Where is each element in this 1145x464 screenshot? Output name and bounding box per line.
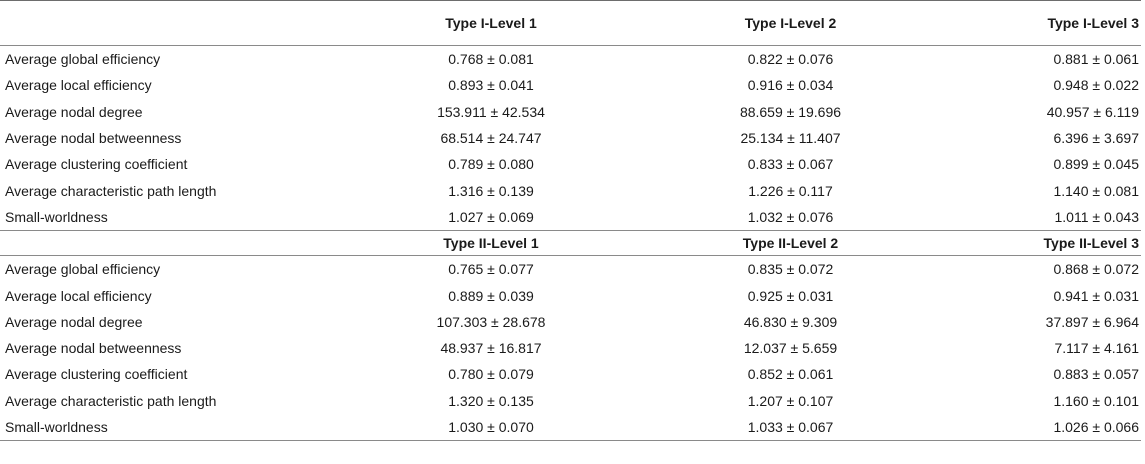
- cell-value: 37.897 ± 6.964: [1045, 313, 1139, 330]
- table-row: Average characteristic path length 1.316…: [0, 177, 1141, 203]
- cell-value: 0.868 ± 0.072: [1053, 261, 1139, 278]
- cell-value: 7.117 ± 4.161: [1054, 340, 1140, 357]
- cell-value: 1.027 ± 0.069: [448, 208, 534, 225]
- table-row: Average clustering coefficient 0.780 ± 0…: [0, 361, 1141, 387]
- cell-value: 0.948 ± 0.022: [1053, 77, 1139, 94]
- cell-value: 6.396 ± 3.697: [1053, 130, 1139, 147]
- cell-value: 1.026 ± 0.066: [933, 413, 1141, 442]
- cell-value: 0.916 ± 0.034: [747, 77, 834, 94]
- row-label: Average local efficiency: [5, 287, 152, 304]
- row-label: Average nodal degree: [5, 103, 143, 120]
- table-row: Average nodal degree 107.303 ± 28.678 46…: [0, 309, 1141, 335]
- cell-value: 0.822 ± 0.076: [747, 51, 834, 68]
- cell-value: 1.030 ± 0.070: [318, 413, 628, 442]
- header-type-2-level-2: Type II-Level 2: [628, 230, 933, 257]
- cell-value: 0.789 ± 0.080: [448, 156, 534, 173]
- cell-value: 0.883 ± 0.057: [1053, 366, 1139, 383]
- table-row: Average nodal degree 153.911 ± 42.534 88…: [0, 99, 1141, 125]
- cell-value: 0.889 ± 0.039: [448, 287, 534, 304]
- row-label: Average characteristic path length: [5, 392, 217, 409]
- table-row: Average global efficiency 0.765 ± 0.077 …: [0, 256, 1141, 283]
- row-label: Average nodal betweenness: [5, 340, 182, 357]
- table-row: Average characteristic path length 1.320…: [0, 388, 1141, 414]
- cell-value: 1.316 ± 0.139: [448, 182, 534, 199]
- row-label: Average nodal degree: [5, 313, 143, 330]
- row-label: Small-worldness: [5, 208, 108, 225]
- cell-value: 0.925 ± 0.031: [747, 287, 834, 304]
- header-type-1-level-1: Type I-Level 1: [318, 0, 628, 46]
- header-type-1-level-3: Type I-Level 3: [933, 0, 1141, 46]
- header-type-1-level-2: Type I-Level 2: [628, 0, 933, 46]
- cell-value: 1.140 ± 0.081: [1053, 182, 1139, 199]
- cell-value: 1.033 ± 0.067: [628, 413, 933, 442]
- cell-value: 153.911 ± 42.534: [437, 103, 545, 120]
- header-type-2-level-3: Type II-Level 3: [933, 230, 1141, 257]
- row-label: Small-worldness: [0, 413, 318, 442]
- cell-value: 0.833 ± 0.067: [747, 156, 834, 173]
- network-metrics-table: Type I-Level 1 Type I-Level 2 Type I-Lev…: [0, 0, 1141, 442]
- cell-value: 0.941 ± 0.031: [1053, 287, 1139, 304]
- row-label: Average global efficiency: [5, 51, 161, 68]
- row-label: Average clustering coefficient: [5, 366, 188, 383]
- table-row: Average global efficiency 0.768 ± 0.081 …: [0, 46, 1141, 73]
- header-row-type-2: Type II-Level 1 Type II-Level 2 Type II-…: [0, 230, 1141, 257]
- cell-value: 48.937 ± 16.817: [440, 340, 542, 357]
- row-label: Average nodal betweenness: [5, 130, 182, 147]
- cell-value: 0.768 ± 0.081: [448, 51, 534, 68]
- cell-value: 0.899 ± 0.045: [1053, 156, 1139, 173]
- row-label: Average characteristic path length: [5, 182, 217, 199]
- table-row: Small-worldness 1.027 ± 0.069 1.032 ± 0.…: [0, 204, 1141, 231]
- cell-value: 1.207 ± 0.107: [747, 392, 834, 409]
- cell-value: 1.320 ± 0.135: [448, 392, 534, 409]
- cell-value: 0.780 ± 0.079: [448, 366, 534, 383]
- row-label: Average clustering coefficient: [5, 156, 188, 173]
- row-label: Average local efficiency: [5, 77, 152, 94]
- cell-value: 1.032 ± 0.076: [747, 208, 834, 225]
- cell-value: 12.037 ± 5.659: [743, 340, 838, 357]
- cell-value: 107.303 ± 28.678: [436, 313, 546, 330]
- table-row: Average nodal betweenness 68.514 ± 24.74…: [0, 125, 1141, 151]
- header-row-type-1: Type I-Level 1 Type I-Level 2 Type I-Lev…: [0, 0, 1141, 46]
- cell-value: 0.893 ± 0.041: [448, 77, 534, 94]
- table-row: Small-worldness 1.030 ± 0.070 1.033 ± 0.…: [0, 413, 1141, 442]
- cell-value: 25.134 ± 11.407: [740, 130, 841, 147]
- table-row: Average clustering coefficient 0.789 ± 0…: [0, 151, 1141, 177]
- row-label: Average global efficiency: [5, 261, 161, 278]
- cell-value: 40.957 ± 6.119: [1046, 103, 1139, 120]
- table-row: Average local efficiency 0.889 ± 0.039 0…: [0, 282, 1141, 308]
- cell-value: 0.835 ± 0.072: [747, 261, 834, 278]
- header-type-2-level-1: Type II-Level 1: [318, 230, 628, 257]
- header-empty-cell: [0, 230, 318, 257]
- table-row: Average local efficiency 0.893 ± 0.041 0…: [0, 72, 1141, 98]
- cell-value: 46.830 ± 9.309: [743, 313, 838, 330]
- cell-value: 88.659 ± 19.696: [739, 103, 842, 120]
- cell-value: 1.226 ± 0.117: [748, 182, 833, 199]
- cell-value: 0.765 ± 0.077: [448, 261, 534, 278]
- cell-value: 0.852 ± 0.061: [747, 366, 834, 383]
- cell-value: 1.160 ± 0.101: [1053, 392, 1139, 409]
- cell-value: 1.011 ± 0.043: [1054, 208, 1140, 225]
- cell-value: 0.881 ± 0.061: [1053, 51, 1139, 68]
- header-empty-cell: [0, 0, 318, 46]
- cell-value: 68.514 ± 24.747: [440, 130, 542, 147]
- table-row: Average nodal betweenness 48.937 ± 16.81…: [0, 335, 1141, 361]
